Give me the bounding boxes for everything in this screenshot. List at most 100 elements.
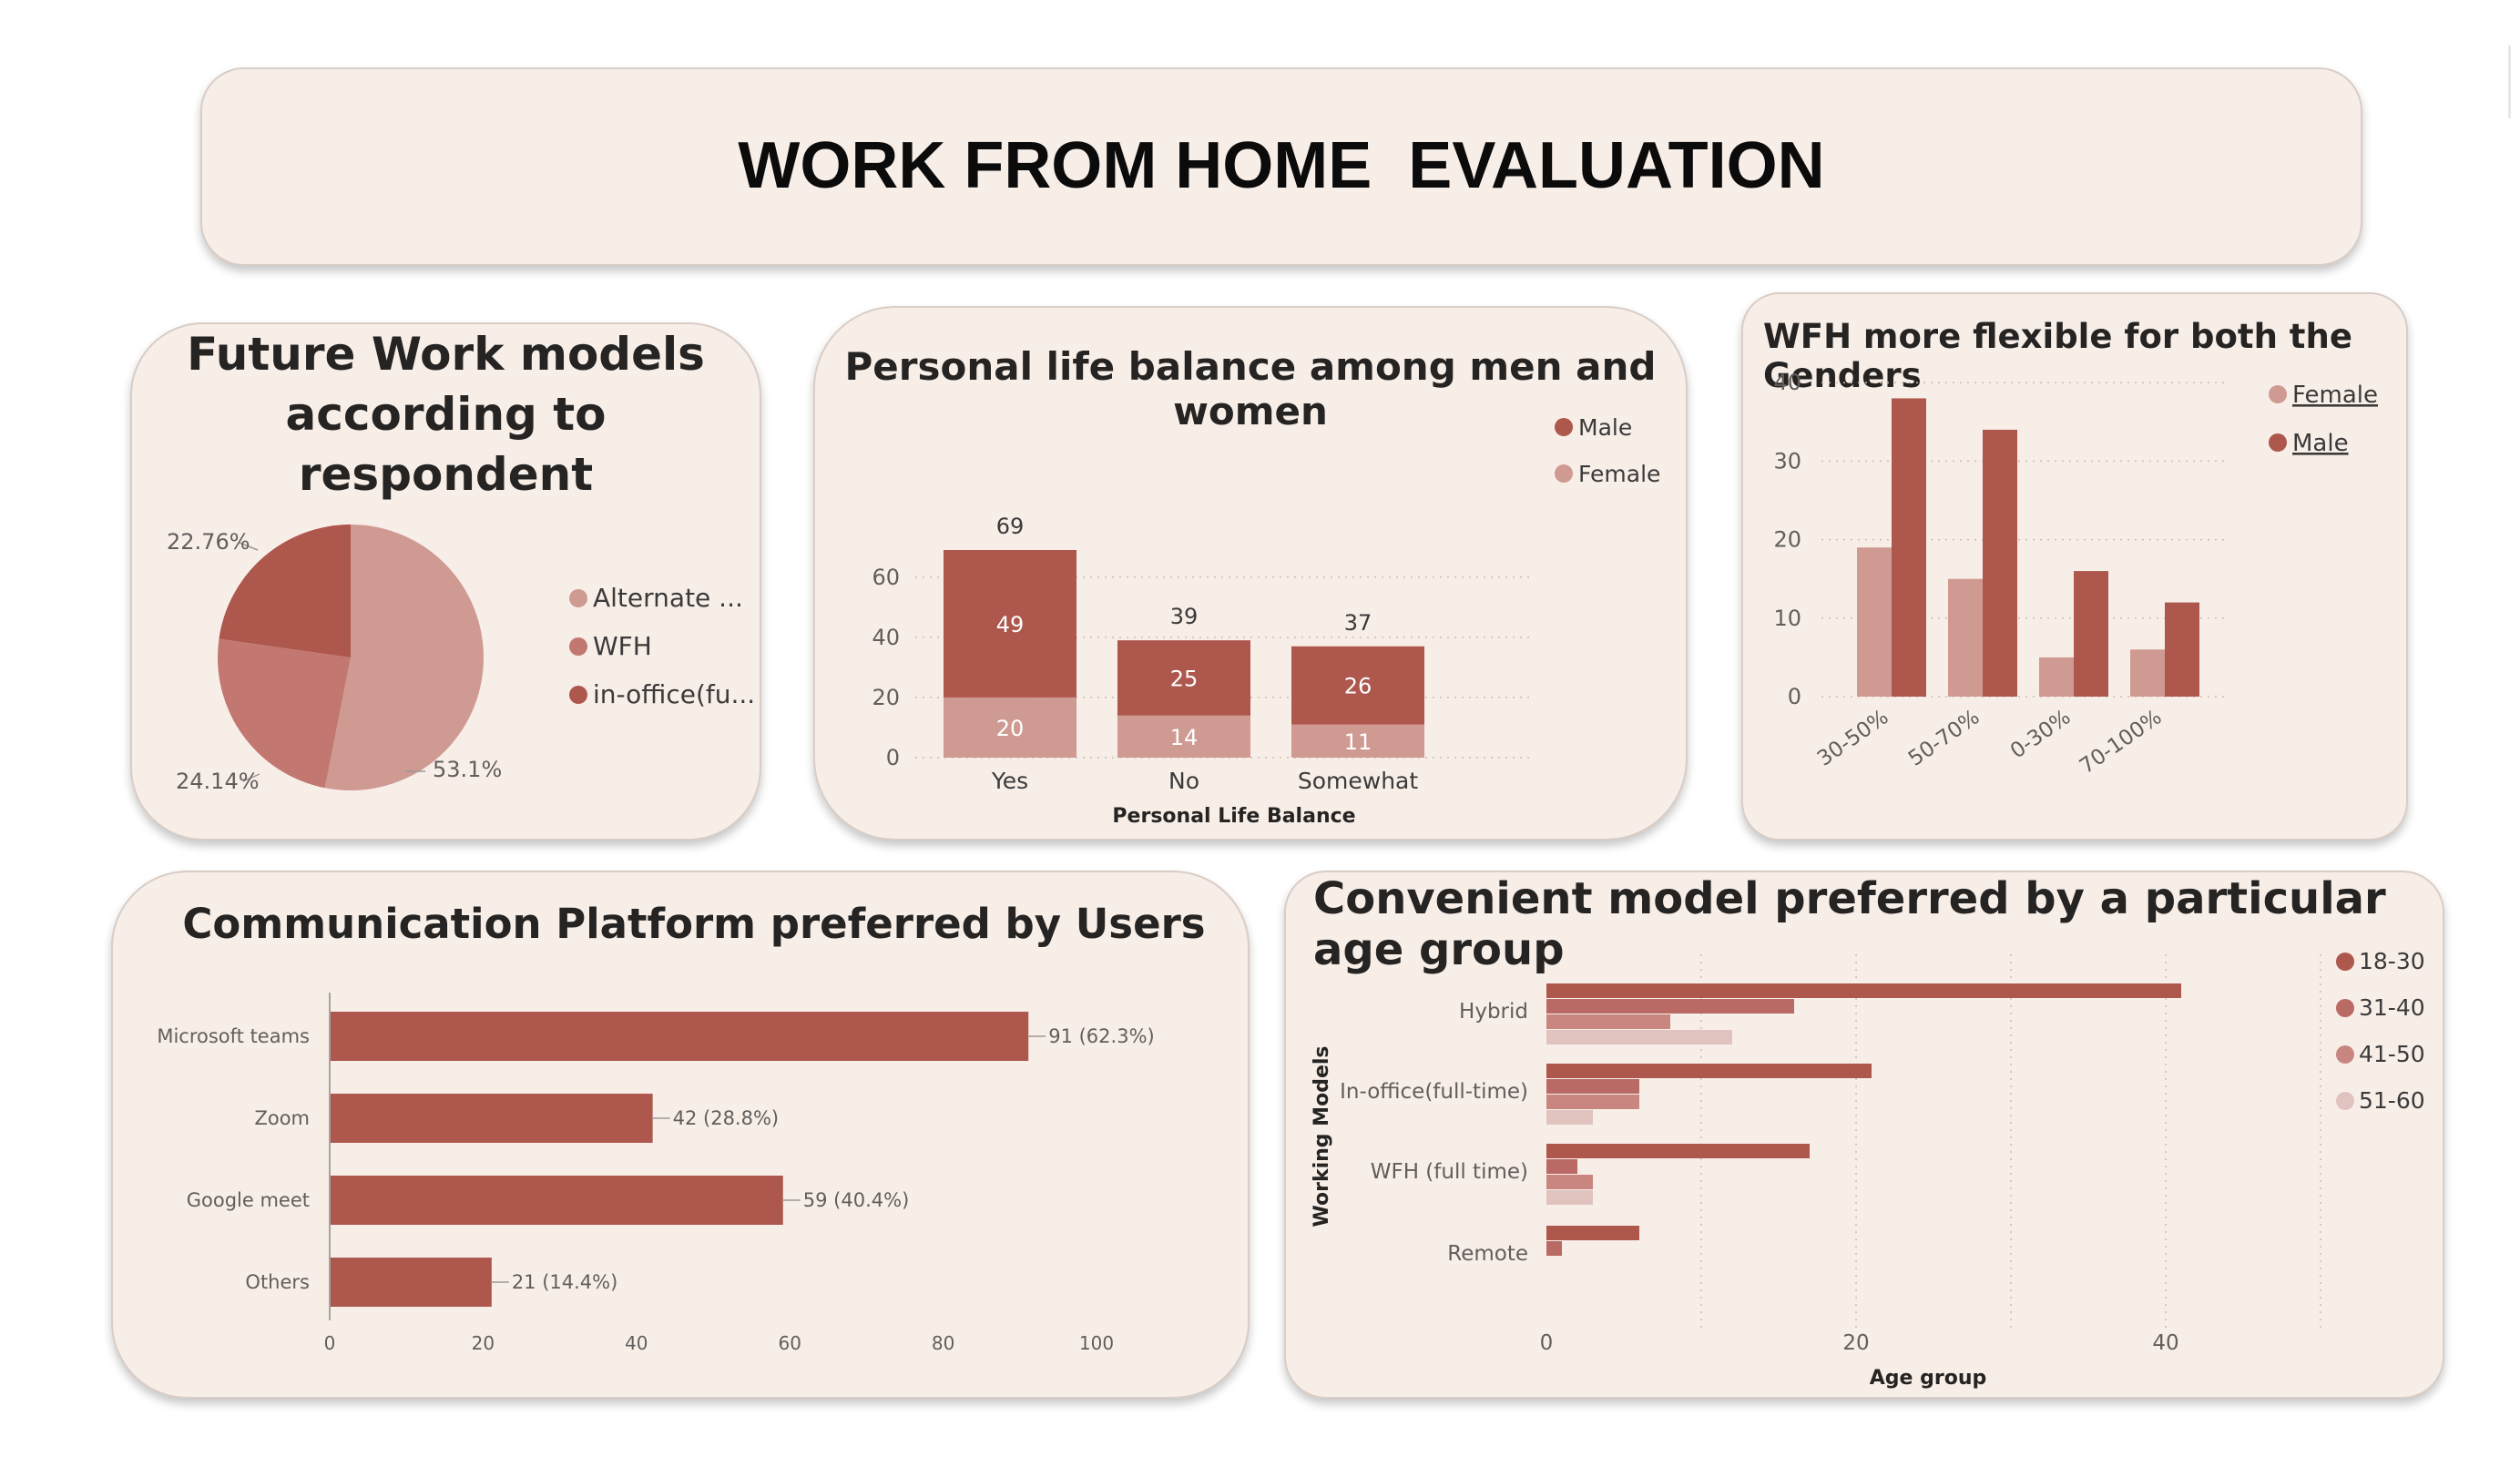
pie-chart: 53.1% 24.14% 22.76% Alternate ... WFH in-offi… xyxy=(167,525,755,794)
page-title: WORK FROM HOME EVALUATION xyxy=(738,129,1825,202)
bar xyxy=(2165,602,2199,697)
x-tick-label: Somewhat xyxy=(1298,768,1419,794)
legend-label: Alternate ... xyxy=(593,583,743,613)
legend-marker xyxy=(2336,1092,2354,1110)
bar xyxy=(1546,1095,1639,1109)
bar-data-label: 91 (62.3%) xyxy=(1048,1025,1155,1047)
bar xyxy=(2130,649,2165,697)
legend-marker xyxy=(1555,464,1573,483)
bar-segment xyxy=(1291,724,1424,758)
y-tick-label: 0 xyxy=(1788,684,1801,709)
title-line-1: Future Work models xyxy=(187,328,705,381)
bar xyxy=(1546,1079,1639,1094)
x-tick-label: No xyxy=(1168,768,1199,794)
bar-data-label: 11 xyxy=(1344,729,1372,755)
bar-total-label: 39 xyxy=(1170,604,1199,629)
title-line-2: according to respondent xyxy=(285,388,607,501)
legend-label: 51-60 xyxy=(2359,1087,2425,1114)
personal-life-balance-chart: 0 20 40 60 20 49 69 Yes 14 25 39 No 11 26 37 Somewhat Pe… xyxy=(872,414,1660,828)
bar-segment xyxy=(944,697,1076,758)
bar xyxy=(1546,983,2181,998)
bar xyxy=(2039,657,2074,697)
y-tick-label: 40 xyxy=(1773,370,1801,395)
bar-data-label: 49 xyxy=(996,612,1025,637)
x-tick-label: 50-70% xyxy=(1904,706,1984,771)
convenient-model-chart: Hybrid In-office(full-time) WFH (full time… xyxy=(1311,948,2425,1390)
bar xyxy=(1546,1159,1577,1174)
bar xyxy=(1546,1226,1639,1240)
legend-label: Male xyxy=(1578,414,1632,441)
communication-platform-title: Communication Platform preferred by User… xyxy=(182,900,1206,948)
bar-data-label: 26 xyxy=(1344,674,1372,699)
y-tick-label: Zoom xyxy=(254,1107,310,1129)
x-tick-label: 0 xyxy=(1540,1331,1554,1355)
y-tick-label: 60 xyxy=(872,565,900,590)
x-tick-label: 20 xyxy=(1842,1331,1869,1355)
legend-marker xyxy=(2269,433,2287,452)
bar xyxy=(331,1094,653,1143)
legend-marker xyxy=(2336,953,2354,971)
x-tick-label: 0 xyxy=(324,1332,336,1354)
bar-segment xyxy=(944,550,1076,698)
legend-marker xyxy=(1555,418,1573,436)
bar-total-label: 69 xyxy=(996,514,1025,539)
x-tick-label: 30-50% xyxy=(1813,706,1893,771)
x-tick-label: 40 xyxy=(2152,1331,2178,1355)
bar-total-label: 37 xyxy=(1344,610,1372,636)
legend-label: Female xyxy=(1578,461,1660,487)
personal-life-balance-card: Personal life balance among men and wome… xyxy=(813,306,1688,841)
pie-slice xyxy=(218,638,351,789)
bar xyxy=(331,1258,492,1307)
bar-data-label: 20 xyxy=(996,716,1025,741)
legend-label: Male xyxy=(2292,430,2349,457)
slice-percent-label: 22.76% xyxy=(167,529,250,555)
y-tick-label: 40 xyxy=(872,625,900,650)
wfh-flexible-card: WFH more flexible for both the Genders 0… xyxy=(1741,292,2408,841)
bar xyxy=(1546,1030,1732,1044)
x-tick-label: 0-30% xyxy=(2006,706,2076,764)
bar-segment xyxy=(1291,646,1424,725)
y-tick-label: Hybrid xyxy=(1459,1000,1528,1024)
bar xyxy=(1546,1241,1562,1256)
legend-label: 18-30 xyxy=(2359,948,2425,974)
y-tick-label: 30 xyxy=(1773,448,1801,474)
pie-slice xyxy=(324,525,484,791)
bar xyxy=(1546,999,1794,1014)
y-tick-label: In-office(full-time) xyxy=(1340,1080,1528,1104)
y-tick-label: Google meet xyxy=(187,1189,310,1211)
bar-data-label: 25 xyxy=(1170,666,1199,691)
convenient-model-title: Convenient model preferred by a particul… xyxy=(1313,873,2386,975)
slice-leader-line xyxy=(242,773,260,782)
legend-label: WFH xyxy=(593,631,652,661)
legend-label: Female xyxy=(2292,382,2378,409)
wfh-flexible-chart: 0 10 20 30 40 30-50% 50-70% 0-30% 70-100% Female M… xyxy=(1773,370,2378,779)
legend-marker xyxy=(569,589,587,607)
bar xyxy=(1546,1064,1872,1078)
y-tick-label: 10 xyxy=(1773,606,1801,631)
future-work-models-title: Future Work models according to responde… xyxy=(132,324,760,504)
x-tick-label: Yes xyxy=(991,768,1028,794)
bar-data-label: 42 (28.8%) xyxy=(673,1107,780,1129)
y-tick-label: 0 xyxy=(886,745,900,770)
x-axis-title: Age group xyxy=(1870,1367,1986,1390)
y-tick-label: 20 xyxy=(1773,527,1801,553)
bar xyxy=(1546,1110,1593,1125)
y-tick-label: 20 xyxy=(872,685,900,710)
header-banner: WORK FROM HOME EVALUATION xyxy=(200,67,2362,266)
bar-data-label: 21 (14.4%) xyxy=(512,1271,618,1293)
bar xyxy=(1948,578,1983,697)
y-tick-label: Microsoft teams xyxy=(157,1025,310,1047)
bar-segment xyxy=(1117,640,1250,716)
y-tick-label: Remote xyxy=(1447,1242,1528,1266)
slice-percent-label: 53.1% xyxy=(433,757,502,782)
bar xyxy=(1857,547,1892,697)
x-tick-label: 20 xyxy=(472,1332,495,1354)
future-work-models-card: Future Work models according to responde… xyxy=(130,322,761,841)
pie-slice xyxy=(219,525,351,657)
slice-leader-line xyxy=(239,542,259,551)
y-tick-label: Others xyxy=(245,1271,310,1293)
convenient-model-card: Convenient model preferred by a particul… xyxy=(1284,871,2444,1399)
bar xyxy=(1892,398,1926,697)
wfh-flexible-title: WFH more flexible for both the Genders xyxy=(1763,317,2352,395)
bar-segment xyxy=(1117,715,1250,758)
